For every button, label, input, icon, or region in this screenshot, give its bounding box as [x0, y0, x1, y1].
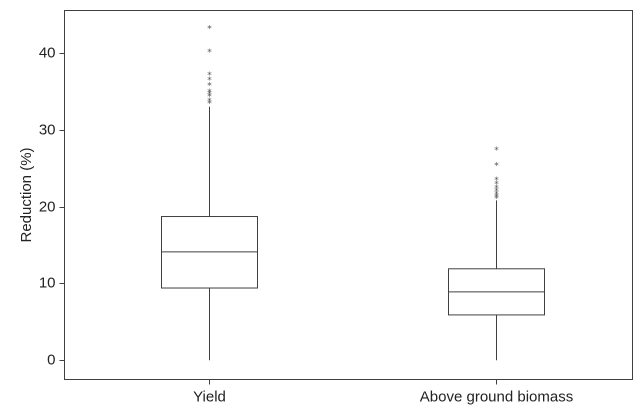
y-axis-title: Reduction (%) [18, 147, 35, 242]
outlier-point: * [494, 190, 499, 200]
box-above-ground-biomass: ********* [448, 146, 545, 361]
outlier-point: * [207, 92, 212, 102]
outlier-point: * [207, 71, 212, 81]
plot-frame [64, 10, 633, 380]
outlier-point: * [207, 97, 212, 107]
y-tick-label: 30 [39, 121, 56, 138]
y-tick-label: 20 [39, 198, 56, 215]
outlier-point: * [494, 184, 499, 194]
y-tick-label: 0 [47, 351, 55, 368]
x-tick-label: Yield [193, 388, 226, 405]
outlier-point: * [494, 146, 499, 156]
outlier-point: * [494, 187, 499, 197]
outlier-point: * [494, 192, 499, 202]
outlier-point: * [494, 162, 499, 172]
outlier-point: * [207, 82, 212, 92]
y-tick-label: 40 [39, 44, 56, 61]
outlier-point: * [207, 99, 212, 109]
outlier-point: * [207, 88, 212, 98]
x-tick-label: Above ground biomass [420, 388, 573, 405]
outlier-point: * [207, 90, 212, 100]
outlier-point: * [494, 195, 499, 205]
y-tick-label: 10 [39, 274, 56, 291]
outlier-point: * [494, 180, 499, 190]
outlier-point: * [207, 48, 212, 58]
x-axis: Yield Above ground biomass [193, 379, 573, 405]
outlier-point: * [494, 176, 499, 186]
outlier-point: * [207, 25, 212, 35]
box-yield: ********** [161, 25, 258, 361]
y-axis: 0 10 20 30 40 [39, 44, 65, 368]
outlier-point: * [207, 76, 212, 86]
boxes-layer: ******************* [161, 25, 545, 361]
